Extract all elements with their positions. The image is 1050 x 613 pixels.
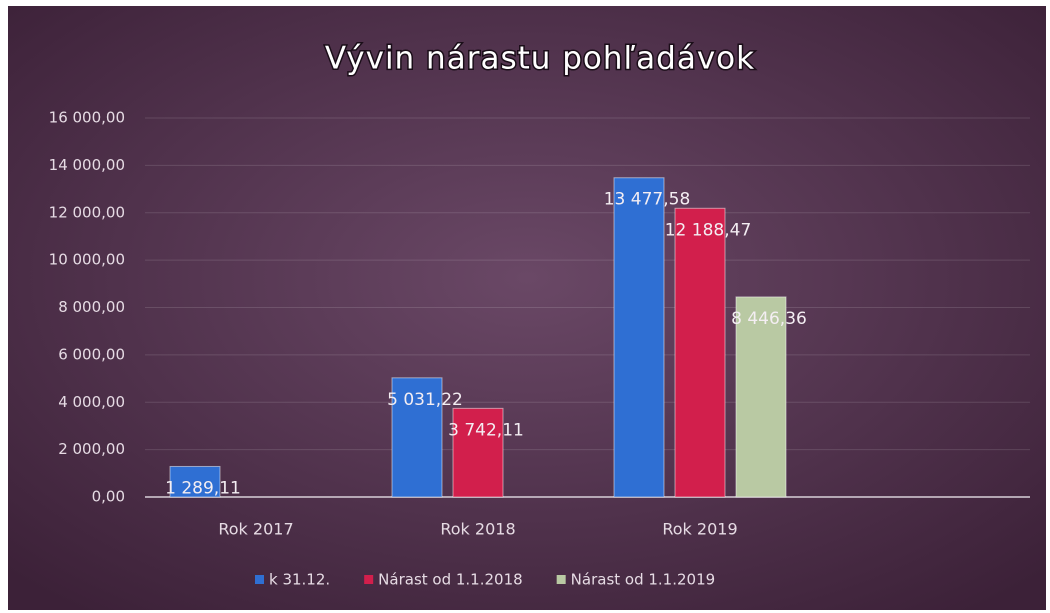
legend-swatch <box>556 575 566 584</box>
legend-swatch <box>255 575 264 584</box>
y-tick-label: 10 000,00 <box>49 251 125 269</box>
data-label: 5 031,22 <box>387 390 463 410</box>
y-tick-label: 0,00 <box>92 488 125 506</box>
legend-label: Nárast od 1.1.2019 <box>571 571 716 589</box>
y-tick-label: 4 000,00 <box>58 393 125 411</box>
x-tick-label: Rok 2019 <box>662 520 737 539</box>
bar <box>735 296 787 498</box>
data-label: 13 477,58 <box>604 190 691 210</box>
y-tick-label: 16 000,00 <box>49 109 125 127</box>
data-label: 1 289,11 <box>165 478 241 498</box>
data-label: 12 188,47 <box>665 220 752 240</box>
data-label: 8 446,36 <box>731 309 807 329</box>
legend-swatch <box>364 575 374 584</box>
y-tick-label: 2 000,00 <box>58 440 125 458</box>
legend-label: k 31.12. <box>269 571 330 589</box>
data-label: 3 742,11 <box>448 420 524 440</box>
y-tick-label: 14 000,00 <box>49 156 125 174</box>
chart-title: Vývin nárastu pohľadávok <box>325 41 755 77</box>
bar <box>452 407 504 498</box>
y-tick-label: 8 000,00 <box>58 298 125 316</box>
y-tick-label: 12 000,00 <box>49 203 125 221</box>
bar <box>674 207 726 498</box>
chart-background <box>8 6 1046 610</box>
bar <box>391 377 443 498</box>
x-tick-label: Rok 2018 <box>440 520 515 539</box>
bar <box>613 177 665 498</box>
legend-label: Nárast od 1.1.2018 <box>378 571 523 589</box>
bar <box>169 465 221 498</box>
y-tick-label: 6 000,00 <box>58 345 125 363</box>
x-tick-label: Rok 2017 <box>218 520 293 539</box>
